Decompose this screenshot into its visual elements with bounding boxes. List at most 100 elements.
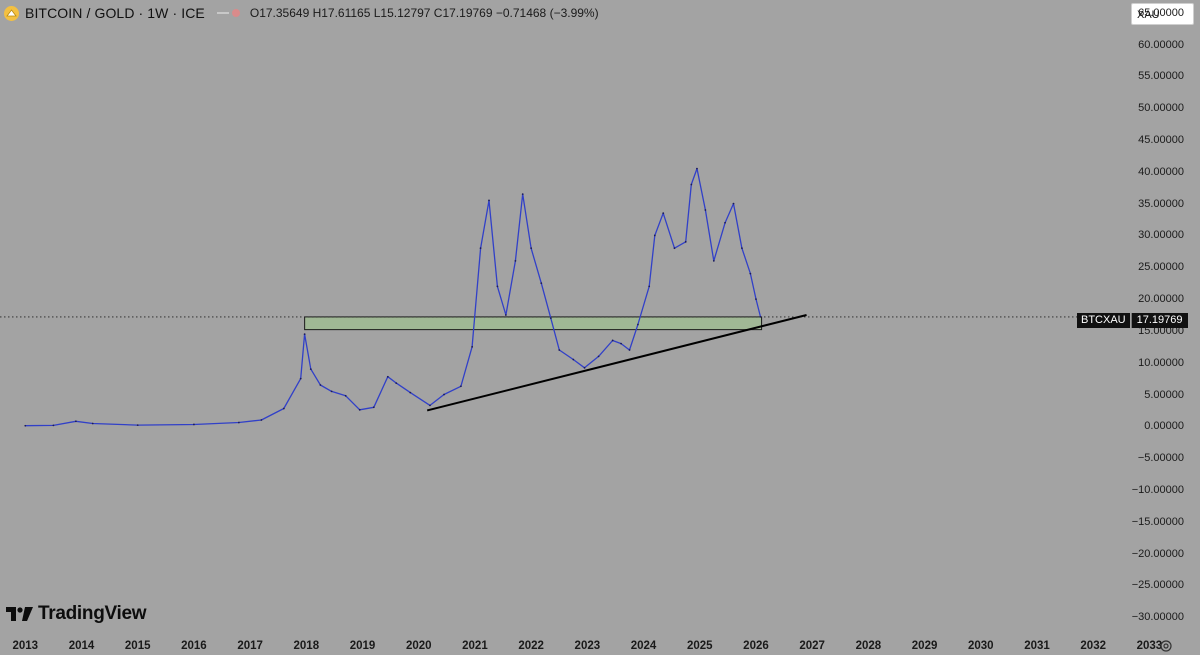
time-axis-tick: 2025 — [686, 640, 713, 652]
status-dot-icon — [231, 9, 240, 17]
series-point — [696, 167, 698, 170]
time-axis-tick: 2026 — [743, 640, 769, 652]
series-point — [530, 247, 533, 250]
ohlc-values: O17.35649 H17.61165 L15.12797 C17.19769 … — [249, 6, 599, 20]
price-axis-tick: −10.00000 — [1131, 484, 1184, 496]
symbol-search-input[interactable]: XAU — [1131, 3, 1194, 25]
symbol-title[interactable]: BITCOIN / GOLD · 1W · ICE — [25, 5, 205, 21]
price-axis-tick: 30.00000 — [1138, 229, 1184, 242]
chart-legend: BITCOIN / GOLD · 1W · ICE O17.35649 H17.… — [4, 5, 599, 21]
price-axis-tick: −30.00000 — [1131, 611, 1184, 624]
series-point — [673, 247, 676, 250]
series-point — [496, 285, 499, 288]
series-point — [549, 317, 552, 320]
brand-name: TradingView — [38, 603, 147, 624]
support-trendline[interactable] — [426, 314, 807, 412]
tradingview-logo-icon — [6, 607, 33, 621]
series-point — [479, 247, 482, 250]
gear-icon[interactable] — [1159, 639, 1173, 653]
series-point — [282, 407, 285, 410]
time-axis-tick: 2031 — [1024, 640, 1050, 652]
current-price-label: BTCXAU 17.19769 — [1077, 313, 1188, 328]
time-axis-tick: 2033 — [1136, 640, 1163, 652]
support-zone-rect[interactable] — [304, 316, 763, 331]
series-point — [386, 375, 389, 378]
time-axis-tick: 2015 — [124, 640, 151, 652]
series-point — [690, 183, 693, 186]
price-axis-tick: 20.00000 — [1138, 293, 1184, 306]
series-point — [514, 260, 517, 262]
time-axis-tick: 2021 — [462, 640, 488, 652]
time-axis-tick: 2017 — [237, 640, 263, 652]
price-axis-tick: 35.00000 — [1138, 197, 1184, 210]
price-axis-tick: 0.00000 — [1144, 420, 1184, 433]
price-axis-tick: 55.00000 — [1138, 70, 1184, 83]
visibility-toggle-icon[interactable] — [216, 12, 229, 14]
time-axis-tick: 2028 — [855, 640, 882, 652]
price-axis-tick: 5.00000 — [1144, 388, 1184, 401]
price-label-symbol: BTCXAU — [1077, 313, 1130, 328]
time-axis-tick: 2020 — [405, 640, 432, 652]
chart-area[interactable] — [0, 0, 1128, 630]
series-point — [684, 240, 687, 243]
series-point — [558, 349, 561, 351]
series-point — [583, 366, 586, 369]
series-point — [24, 424, 27, 427]
price-axis-tick: 65.00000 — [1138, 6, 1184, 19]
price-axis-tick: 45.00000 — [1138, 134, 1184, 146]
series-point — [358, 408, 361, 411]
price-axis-tick: −5.00000 — [1137, 452, 1184, 465]
series-point — [52, 424, 55, 427]
series-point — [299, 377, 302, 380]
time-axis-tick: 2019 — [349, 640, 376, 652]
series-point — [372, 406, 375, 409]
time-axis-tick: 2029 — [911, 640, 938, 652]
time-axis-tick: 2016 — [181, 640, 207, 652]
series-point — [749, 272, 752, 275]
time-axis-tick: 2027 — [799, 640, 825, 652]
time-axis-tick: 2018 — [293, 640, 320, 652]
price-axis-tick: 40.00000 — [1138, 165, 1184, 178]
series-point — [637, 323, 639, 326]
series-point — [597, 355, 600, 358]
tradingview-brand[interactable]: TradingView — [6, 603, 147, 625]
series-point — [741, 247, 743, 250]
series-point — [504, 314, 507, 316]
price-axis-tick: −20.00000 — [1131, 547, 1184, 560]
series-point — [628, 349, 631, 351]
price-axis-tick: 25.00000 — [1138, 261, 1184, 274]
series-point — [611, 339, 614, 342]
price-label-value: 17.19769 — [1130, 313, 1188, 328]
series-point — [330, 390, 333, 393]
series-point — [303, 333, 306, 335]
series-point — [724, 221, 726, 224]
time-axis-tick: 2032 — [1080, 640, 1106, 652]
series-point — [704, 209, 707, 211]
time-axis-tick: 2030 — [967, 640, 994, 652]
series-point — [759, 316, 762, 318]
legend-controls[interactable] — [216, 9, 240, 17]
series-line-btcxau — [25, 167, 762, 427]
series-point — [237, 421, 240, 424]
price-axis-tick: 10.00000 — [1138, 356, 1184, 369]
series-point — [488, 199, 490, 202]
series-point — [653, 234, 656, 237]
price-axis[interactable]: 65.00000 60.00000 55.00000 50.00000 45.00000… — [1128, 0, 1200, 630]
series-point — [540, 282, 543, 285]
price-chart[interactable] — [0, 0, 1128, 630]
series-point — [319, 384, 322, 386]
time-axis-tick: 2013 — [12, 640, 39, 652]
series-point — [309, 368, 312, 370]
time-axis[interactable]: 2013 2014 2015 2016 2017 2018 2019 2020 2021 2022… — [0, 630, 1200, 655]
price-axis-tick: −25.00000 — [1131, 579, 1184, 592]
series-point — [732, 202, 735, 205]
series-point — [344, 394, 347, 397]
series-point — [395, 382, 398, 384]
series-point — [572, 358, 575, 361]
series-point — [620, 342, 622, 345]
series-point — [662, 212, 665, 215]
series-point — [459, 385, 462, 388]
series-point — [648, 285, 651, 288]
bitcoin-gold-logo-icon — [4, 5, 19, 21]
series-point — [471, 345, 474, 348]
